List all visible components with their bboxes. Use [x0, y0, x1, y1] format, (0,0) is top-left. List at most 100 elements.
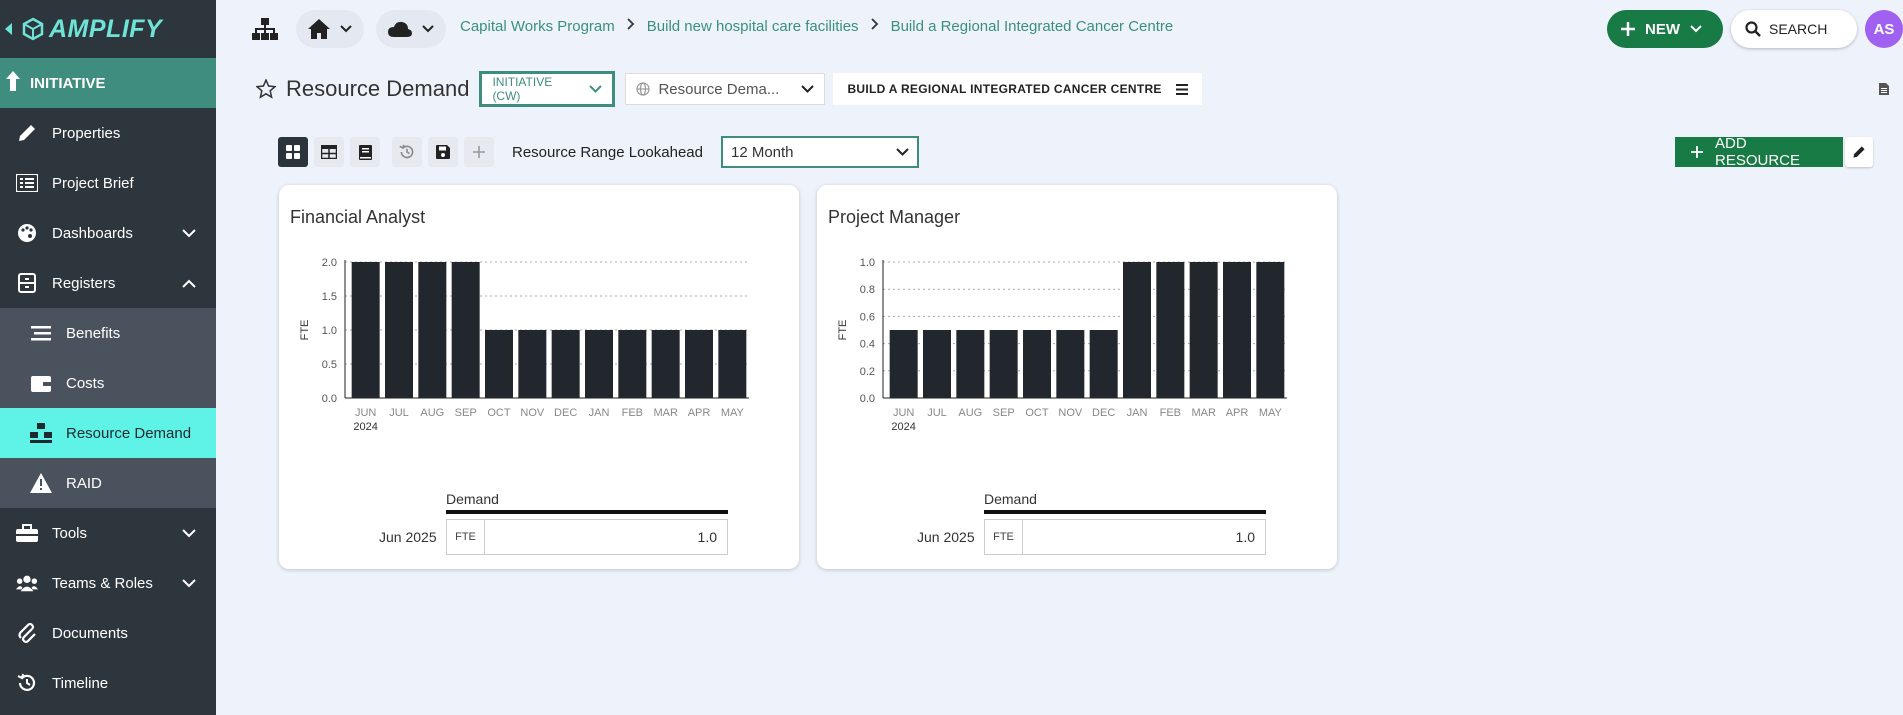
- fte-field[interactable]: FTE 1.0: [446, 519, 728, 555]
- pencil-icon: [16, 122, 38, 144]
- x-tick-label: FEB: [622, 407, 643, 419]
- breadcrumb-link[interactable]: Capital Works Program: [460, 17, 615, 35]
- x-tick-label: FEB: [1160, 407, 1181, 419]
- sidebar-item-label: Benefits: [66, 324, 121, 342]
- sidebar-item-label: Resource Demand: [66, 424, 192, 442]
- y-tick-label: 2.0: [322, 257, 337, 269]
- sidebar-item-project-brief[interactable]: Project Brief: [0, 158, 216, 208]
- table-view-button[interactable]: [314, 137, 344, 167]
- sidebar-item-label: Registers: [52, 274, 116, 292]
- search-button[interactable]: SEARCH: [1731, 10, 1857, 48]
- sidebar-initiative-header[interactable]: INITIATIVE: [0, 58, 216, 108]
- sidebar-item-timeline[interactable]: Timeline: [0, 658, 216, 708]
- sidebar-item-tools[interactable]: Tools: [0, 508, 216, 558]
- sidebar-item-registers[interactable]: Registers: [0, 258, 216, 308]
- resource-card-financial-analyst: Financial Analyst 0.0 0.5 1.0 1.5 2.0 FTE JUN J…: [279, 185, 799, 569]
- search-button-label: SEARCH: [1769, 21, 1828, 37]
- sidebar-item-label: Timeline: [52, 674, 109, 692]
- new-button[interactable]: NEW: [1607, 10, 1723, 48]
- bar: [485, 330, 513, 398]
- avatar[interactable]: AS: [1865, 10, 1903, 48]
- bar: [1223, 262, 1251, 398]
- logo-text: AMPLIFY: [49, 14, 163, 43]
- sidebar-item-costs[interactable]: Costs: [0, 358, 216, 408]
- home-dropdown[interactable]: [296, 10, 364, 48]
- year-label: 2024: [353, 421, 377, 433]
- legend-label: Demand: [984, 491, 1037, 507]
- bar: [1156, 262, 1185, 398]
- x-tick-label: OCT: [487, 407, 511, 419]
- sidebar-item-label: Dashboards: [52, 224, 133, 242]
- history-button[interactable]: [392, 137, 422, 167]
- arrow-up-icon: [6, 71, 20, 95]
- cloud-icon: [388, 21, 412, 37]
- y-tick-label: 0.4: [860, 339, 875, 351]
- plus-icon: [1691, 146, 1703, 158]
- sidebar-item-resource-demand[interactable]: Resource Demand: [0, 408, 216, 458]
- book-view-button[interactable]: [350, 137, 380, 167]
- chevron-down-icon: [182, 225, 196, 242]
- fte-unit: FTE: [447, 520, 485, 554]
- sidebar-item-label: Tools: [52, 524, 88, 542]
- fte-field[interactable]: FTE 1.0: [984, 519, 1266, 555]
- legend-label: Demand: [446, 491, 499, 507]
- sidebar-item-raid[interactable]: RAID: [0, 458, 216, 508]
- list-icon: [16, 172, 38, 194]
- card-title: Financial Analyst: [290, 207, 426, 227]
- x-tick-label: AUG: [958, 407, 982, 419]
- legend-bar: [984, 510, 1266, 514]
- sidebar-item-benefits[interactable]: Benefits: [0, 308, 216, 358]
- x-tick-label: DEC: [1092, 407, 1115, 419]
- fte-unit: FTE: [985, 520, 1023, 554]
- breadcrumb-link[interactable]: Build new hospital care facilities: [646, 17, 859, 35]
- add-resource-button[interactable]: ADD RESOURCE: [1675, 135, 1843, 169]
- people-icon: [30, 422, 52, 444]
- edit-button[interactable]: [1845, 137, 1873, 167]
- y-axis-label: FTE: [837, 320, 849, 341]
- collapse-sidebar-icon[interactable]: [2, 20, 16, 38]
- fte-value: 1.0: [1235, 529, 1255, 545]
- users-icon: [16, 572, 38, 594]
- resource-card-project-manager: Project Manager 0.0 0.2 0.4 0.6 0.8 1.0 FTE JUN…: [817, 185, 1337, 569]
- chevron-down-icon: [182, 525, 196, 542]
- sidebar-item-teams-roles[interactable]: Teams & Roles: [0, 558, 216, 608]
- lookahead-select[interactable]: 12 Month: [720, 136, 919, 168]
- x-tick-label: APR: [688, 407, 711, 419]
- demand-date: Jun 2025: [917, 529, 975, 545]
- plus-icon: [472, 145, 486, 159]
- context-tag-label: BUILD A REGIONAL INTEGRATED CANCER CENTR…: [847, 82, 1162, 96]
- bar: [923, 330, 951, 398]
- x-tick-label: DEC: [554, 407, 577, 419]
- table-icon: [321, 145, 337, 159]
- chevron-down-icon: [589, 85, 603, 93]
- document-icon[interactable]: [1879, 82, 1889, 100]
- bar: [551, 330, 580, 398]
- grid-view-button[interactable]: [278, 137, 308, 167]
- sidebar-item-label: Teams & Roles: [52, 574, 153, 592]
- sidebar-item-label: RAID: [66, 474, 102, 492]
- sidebar-item-documents[interactable]: Documents: [0, 608, 216, 658]
- star-icon[interactable]: [256, 79, 276, 99]
- cloud-dropdown[interactable]: [376, 10, 446, 48]
- bar: [718, 330, 747, 398]
- x-tick-label: SEP: [993, 407, 1015, 419]
- add-button[interactable]: [464, 137, 494, 167]
- save-button[interactable]: [428, 137, 458, 167]
- lookahead-value: 12 Month: [730, 143, 794, 161]
- breadcrumb-link[interactable]: Build a Regional Integrated Cancer Centr…: [890, 17, 1174, 35]
- hierarchy-icon[interactable]: [252, 18, 278, 40]
- y-tick-label: 0.6: [860, 311, 875, 323]
- x-tick-label: MAR: [653, 407, 678, 419]
- warning-icon: [30, 472, 52, 494]
- sidebar-item-properties[interactable]: Properties: [0, 108, 216, 158]
- sidebar-item-dashboards[interactable]: Dashboards: [0, 208, 216, 258]
- new-button-label: NEW: [1645, 20, 1680, 38]
- view-select[interactable]: Resource Dema...: [625, 73, 826, 105]
- bar: [518, 330, 547, 398]
- context-tag[interactable]: BUILD A REGIONAL INTEGRATED CANCER CENTR…: [833, 73, 1202, 105]
- home-icon: [308, 19, 330, 39]
- app-logo[interactable]: AMPLIFY: [22, 15, 162, 44]
- top-bar: Capital Works Program Build new hospital…: [216, 0, 1903, 58]
- bar: [1123, 262, 1151, 398]
- initiative-type-select[interactable]: INITIATIVE (CW): [479, 71, 616, 107]
